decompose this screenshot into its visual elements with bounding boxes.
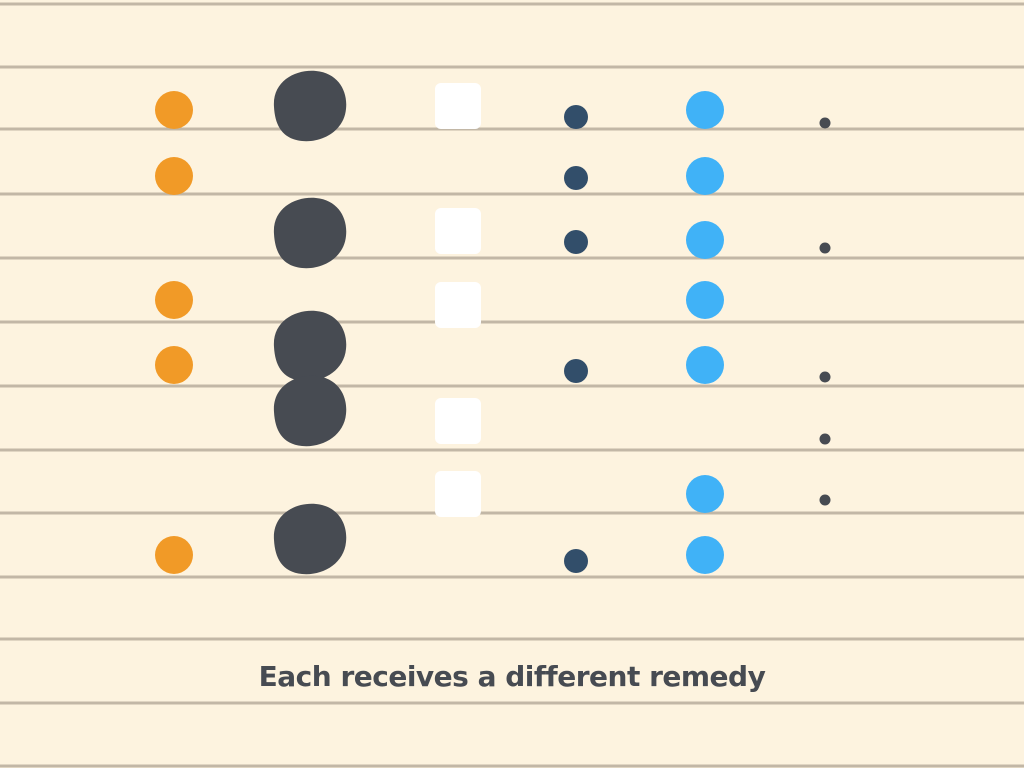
white-square-row-1 bbox=[435, 83, 481, 129]
navy-dot-row-8 bbox=[564, 549, 588, 573]
charcoal-blob-row-8 bbox=[273, 503, 347, 575]
white-square-row-7 bbox=[435, 471, 481, 517]
orange-dot-row-8 bbox=[155, 536, 193, 574]
blue-dot-row-7 bbox=[686, 475, 724, 513]
tiny-dot-row-3 bbox=[819, 242, 831, 254]
orange-dot-row-2 bbox=[155, 157, 193, 195]
orange-dot-row-1 bbox=[155, 91, 193, 129]
charcoal-blob-row-1 bbox=[273, 70, 347, 142]
orange-dot-row-4 bbox=[155, 281, 193, 319]
tiny-dot-row-1 bbox=[819, 117, 831, 129]
white-square-row-4 bbox=[435, 282, 481, 328]
navy-dot-row-2 bbox=[564, 166, 588, 190]
navy-dot-row-3 bbox=[564, 230, 588, 254]
tiny-dot-row-7 bbox=[819, 494, 831, 506]
tiny-dot-row-5 bbox=[819, 371, 831, 383]
navy-dot-row-1 bbox=[564, 105, 588, 129]
blue-dot-row-8 bbox=[686, 536, 724, 574]
white-square-row-6 bbox=[435, 398, 481, 444]
tiny-dot-row-6 bbox=[819, 433, 831, 445]
blue-dot-row-3 bbox=[686, 221, 724, 259]
orange-dot-row-5 bbox=[155, 346, 193, 384]
charcoal-blob-row-5 bbox=[273, 310, 347, 382]
navy-dot-row-5 bbox=[564, 359, 588, 383]
blue-dot-row-5 bbox=[686, 346, 724, 384]
blue-dot-row-4 bbox=[686, 281, 724, 319]
charcoal-blob-row-3 bbox=[273, 197, 347, 269]
caption-text: Each receives a different remedy bbox=[258, 660, 766, 693]
charcoal-blob-row-6 bbox=[273, 375, 347, 447]
white-square-row-3 bbox=[435, 208, 481, 254]
blue-dot-row-2 bbox=[686, 157, 724, 195]
blue-dot-row-1 bbox=[686, 91, 724, 129]
